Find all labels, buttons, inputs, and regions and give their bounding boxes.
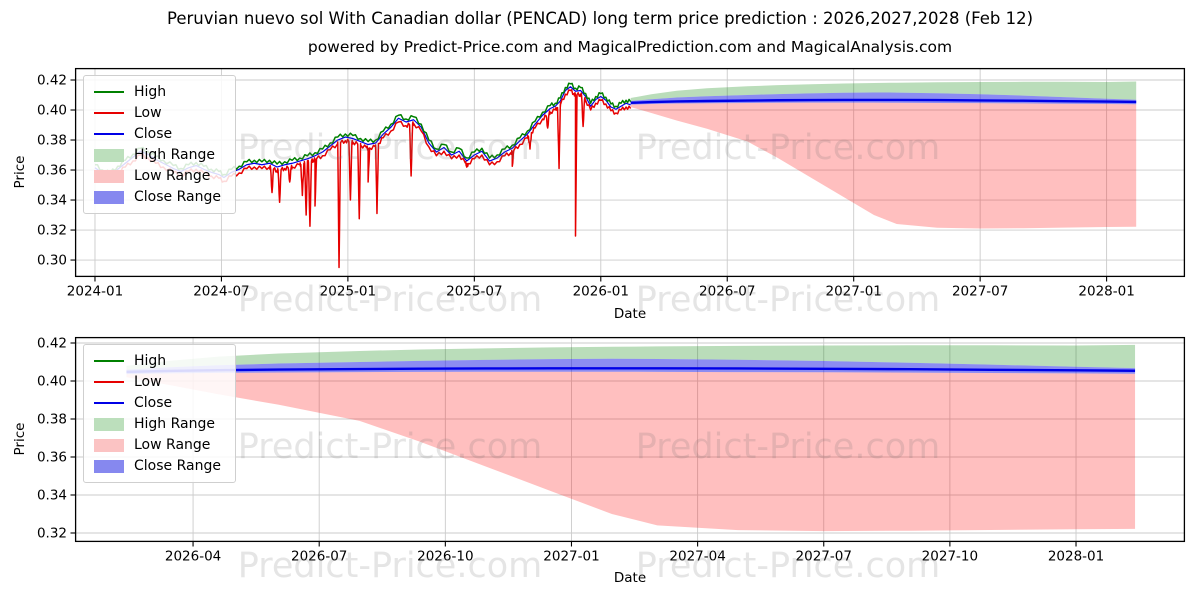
legend-patch-swatch <box>94 417 124 431</box>
legend-item-label: Low Range <box>134 437 211 453</box>
x-tick-label: 2026-07 <box>291 549 347 565</box>
bottom-chart: 2026-04 2026-07 2026-10 2027-01 2027-04 2027-… <box>37 336 1186 565</box>
x-tick-label: 2025-01 <box>320 284 376 300</box>
x-tick-label: 2027-01 <box>543 549 599 565</box>
bottom-plot-area: 2026-04 2026-07 2026-10 2027-01 2027-04 2027-… <box>37 336 1186 565</box>
y-tick-label: 0.38 <box>37 133 67 149</box>
top-plot-area: 2024-01 2024-07 2025-01 2025-07 2026-01 2026-… <box>37 67 1186 300</box>
legend-item-low: Low <box>94 104 221 122</box>
legend-item-close: Close <box>94 125 221 143</box>
x-tick-label: 2024-01 <box>67 284 123 300</box>
chart-title: Peruvian nuevo sol With Canadian dollar … <box>166 9 1034 28</box>
legend-item-label: Close Range <box>134 189 221 205</box>
legend-line-swatch <box>94 132 124 136</box>
y-tick-label: 0.40 <box>37 103 67 119</box>
legend-item-low: Low <box>94 373 221 391</box>
legend-item-label: Low <box>134 105 162 121</box>
y-tick-label: 0.40 <box>37 374 67 390</box>
x-tick-label: 2026-07 <box>699 284 755 300</box>
y-tick-label: 0.32 <box>37 223 67 239</box>
legend-item-low-range: Low Range <box>94 436 221 454</box>
legend-item-high: High <box>94 352 221 370</box>
legend-patch-swatch <box>94 169 124 183</box>
bottom-x-axis-label: Date <box>613 570 647 586</box>
legend-item-label: Low Range <box>134 168 211 184</box>
x-tick-label: 2028-01 <box>1048 549 1104 565</box>
chart-subtitle: powered by Predict-Price.com and Magical… <box>307 38 953 56</box>
legend-item-close-range: Close Range <box>94 457 221 475</box>
x-tick-label: 2024-07 <box>193 284 249 300</box>
legend-item-low-range: Low Range <box>94 167 221 185</box>
legend-item-close-range: Close Range <box>94 188 221 206</box>
legend-patch-swatch <box>94 148 124 162</box>
y-tick-label: 0.38 <box>37 412 67 428</box>
legend-patch-swatch <box>94 459 124 473</box>
legend-item-label: Low <box>134 374 162 390</box>
x-tick-label: 2027-10 <box>922 549 978 565</box>
top-legend: High Low Close High Range Low Range Close Ran… <box>83 75 236 214</box>
legend-item-close: Close <box>94 394 221 412</box>
top-chart: 2024-01 2024-07 2025-01 2025-07 2026-01 2026-… <box>37 67 1186 300</box>
legend-item-high-range: High Range <box>94 146 221 164</box>
x-tick-label: 2025-07 <box>446 284 502 300</box>
x-tick-label: 2027-04 <box>669 549 725 565</box>
y-tick-label: 0.36 <box>37 449 67 465</box>
legend-item-label: High Range <box>134 147 215 163</box>
x-tick-label: 2026-04 <box>165 549 221 565</box>
legend-patch-swatch <box>94 190 124 204</box>
bottom-legend: High Low Close High Range Low Range Close Ran… <box>83 344 236 483</box>
legend-line-swatch <box>94 90 124 94</box>
legend-item-label: High <box>134 353 167 369</box>
x-tick-label: 2027-07 <box>796 549 852 565</box>
y-tick-label: 0.32 <box>37 525 67 541</box>
legend-item-label: Close <box>134 395 173 411</box>
x-tick-label: 2027-01 <box>825 284 881 300</box>
legend-item-high: High <box>94 83 221 101</box>
top-x-axis-label: Date <box>613 306 647 322</box>
legend-line-swatch <box>94 111 124 115</box>
legend-line-swatch <box>94 359 124 363</box>
x-tick-label: 2028-01 <box>1078 284 1134 300</box>
legend-line-swatch <box>94 380 124 384</box>
x-tick-label: 2027-07 <box>952 284 1008 300</box>
y-tick-label: 0.30 <box>37 253 67 269</box>
x-tick-label: 2026-10 <box>417 549 473 565</box>
y-tick-label: 0.34 <box>37 487 67 503</box>
bottom-y-axis-label: Price <box>12 422 28 456</box>
legend-line-swatch <box>94 401 124 405</box>
y-tick-label: 0.42 <box>37 73 67 89</box>
y-tick-label: 0.34 <box>37 193 67 209</box>
top-y-axis-label: Price <box>12 155 28 189</box>
y-tick-label: 0.42 <box>37 336 67 352</box>
legend-patch-swatch <box>94 438 124 452</box>
legend-item-high-range: High Range <box>94 415 221 433</box>
legend-item-label: High Range <box>134 416 215 432</box>
legend-item-label: Close Range <box>134 458 221 474</box>
legend-item-label: High <box>134 84 167 100</box>
x-tick-label: 2026-01 <box>573 284 629 300</box>
legend-item-label: Close <box>134 126 173 142</box>
y-tick-label: 0.36 <box>37 163 67 179</box>
